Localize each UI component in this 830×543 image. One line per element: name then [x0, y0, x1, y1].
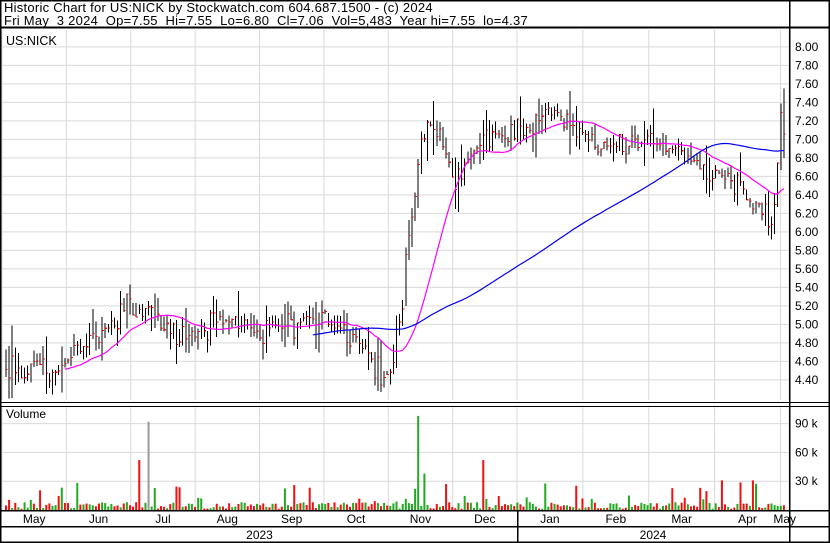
svg-text:Aug: Aug [217, 512, 238, 526]
svg-text:Feb: Feb [605, 512, 626, 526]
svg-text:Mar: Mar [671, 512, 692, 526]
svg-text:2023: 2023 [246, 528, 273, 542]
svg-text:2024: 2024 [640, 528, 667, 542]
svg-text:May: May [23, 512, 46, 526]
svg-text:Jul: Jul [155, 512, 170, 526]
svg-text:7.80: 7.80 [795, 58, 819, 72]
svg-text:6.00: 6.00 [795, 225, 819, 239]
svg-text:May: May [773, 512, 796, 526]
svg-text:4.40: 4.40 [795, 373, 819, 387]
svg-text:Apr: Apr [738, 512, 757, 526]
svg-text:6.20: 6.20 [795, 206, 819, 220]
svg-text:4.80: 4.80 [795, 336, 819, 350]
svg-text:90 k: 90 k [795, 417, 819, 431]
svg-text:7.40: 7.40 [795, 95, 819, 109]
svg-text:Jan: Jan [540, 512, 559, 526]
svg-text:5.80: 5.80 [795, 243, 819, 257]
svg-text:5.40: 5.40 [795, 280, 819, 294]
svg-text:Sep: Sep [281, 512, 303, 526]
svg-text:7.20: 7.20 [795, 114, 819, 128]
svg-text:Jun: Jun [89, 512, 108, 526]
svg-text:Fri May 3 2024 Op=7.55 Hi=7: Fri May 3 2024 Op=7.55 Hi=7.55 Lo=6.80 C… [4, 13, 528, 28]
svg-text:Dec: Dec [474, 512, 495, 526]
svg-text:6.40: 6.40 [795, 188, 819, 202]
svg-text:5.60: 5.60 [795, 262, 819, 276]
svg-text:7.60: 7.60 [795, 77, 819, 91]
svg-text:6.60: 6.60 [795, 169, 819, 183]
svg-text:5.00: 5.00 [795, 317, 819, 331]
svg-text:60 k: 60 k [795, 445, 819, 459]
svg-text:Nov: Nov [410, 512, 431, 526]
svg-text:Oct: Oct [347, 512, 366, 526]
svg-text:Volume: Volume [6, 407, 46, 421]
svg-text:5.20: 5.20 [795, 299, 819, 313]
svg-text:US:NICK: US:NICK [6, 34, 57, 48]
svg-text:6.80: 6.80 [795, 151, 819, 165]
svg-text:7.00: 7.00 [795, 132, 819, 146]
svg-text:8.00: 8.00 [795, 40, 819, 54]
svg-text:4.60: 4.60 [795, 354, 819, 368]
svg-text:30 k: 30 k [795, 474, 819, 488]
